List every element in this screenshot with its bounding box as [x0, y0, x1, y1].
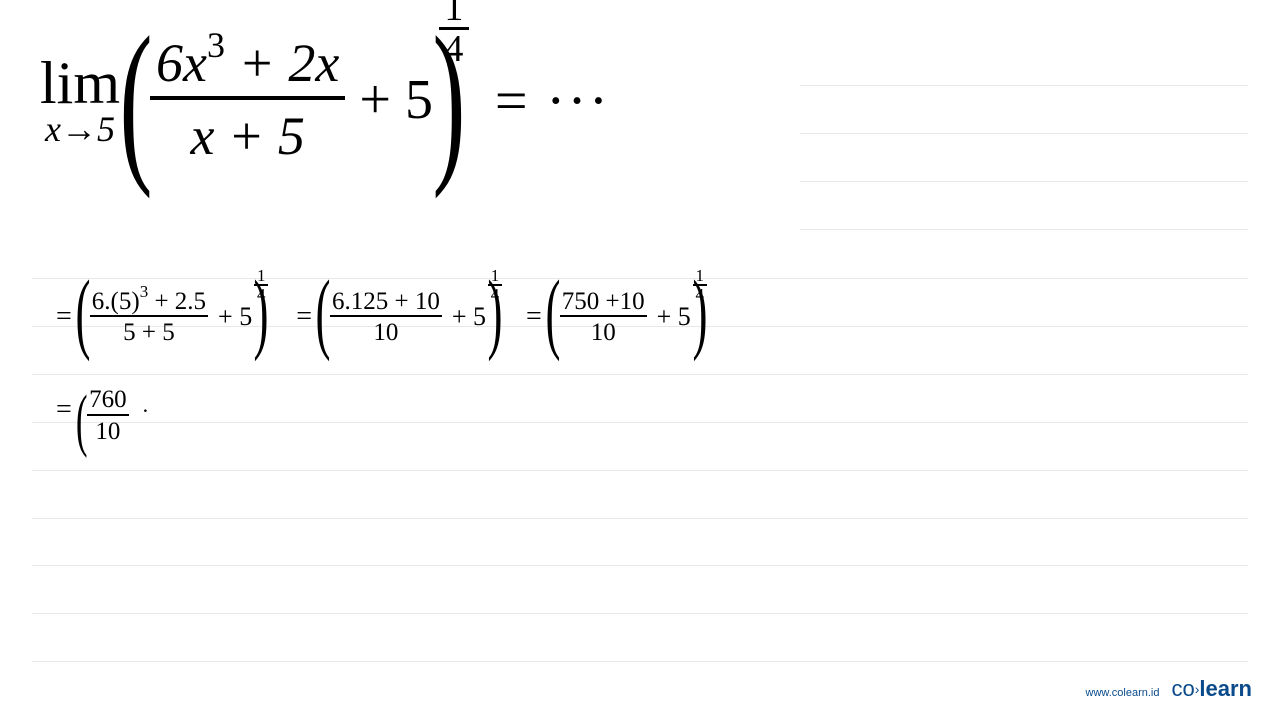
hand-open-paren: ( [76, 386, 88, 456]
hand-exp-2: 1 4 [488, 267, 502, 303]
limit-expression: lim x→5 ( 6x3 + 2x x + 5 + 5 ) 1 4 = ··· [40, 10, 610, 190]
logo-url: www.colearn.id [1086, 687, 1160, 699]
trailing-dot: . [143, 392, 149, 418]
hand-step-row: = ( 6.(5)3 + 2.5 5 + 5 + 5 ) 1 4 = ( 6.1… [48, 272, 707, 362]
hand-fraction-3: 750 +10 10 [560, 288, 647, 347]
equals-ellipsis: = ··· [495, 67, 610, 134]
hand-open-paren: ( [75, 268, 90, 358]
equals-sign: = [56, 301, 72, 333]
hand-fraction-1: 6.(5)3 + 2.5 5 + 5 [90, 288, 208, 347]
main-fraction: 6x3 + 2x x + 5 [150, 31, 345, 169]
denominator: x + 5 [184, 100, 310, 169]
equals-sign: = [56, 394, 72, 426]
hand-open-paren: ( [545, 268, 560, 358]
equals-sign: = [296, 301, 312, 333]
hand-fraction-4: 760 10 [87, 386, 129, 445]
lim-operator: lim x→5 [40, 53, 120, 147]
equals-sign: = [526, 301, 542, 333]
exponent-fraction: 1 4 [439, 0, 469, 68]
lim-subscript: x→5 [45, 111, 115, 147]
hand-exp-3: 1 4 [693, 267, 707, 303]
lim-text: lim [40, 53, 120, 113]
numerator: 6x3 + 2x [150, 31, 345, 96]
hand-fraction-2: 6.125 + 10 10 [330, 288, 442, 347]
hand-exp-1: 1 4 [254, 267, 268, 303]
logo-brand: co›learn [1171, 676, 1252, 702]
open-paren: ( [120, 10, 153, 190]
hand-open-paren: ( [315, 268, 330, 358]
plus-five: + 5 [359, 68, 433, 132]
hand-step-row-2: = ( 760 10 . [48, 382, 148, 452]
colearn-logo: www.colearn.id co›learn [1086, 676, 1253, 702]
